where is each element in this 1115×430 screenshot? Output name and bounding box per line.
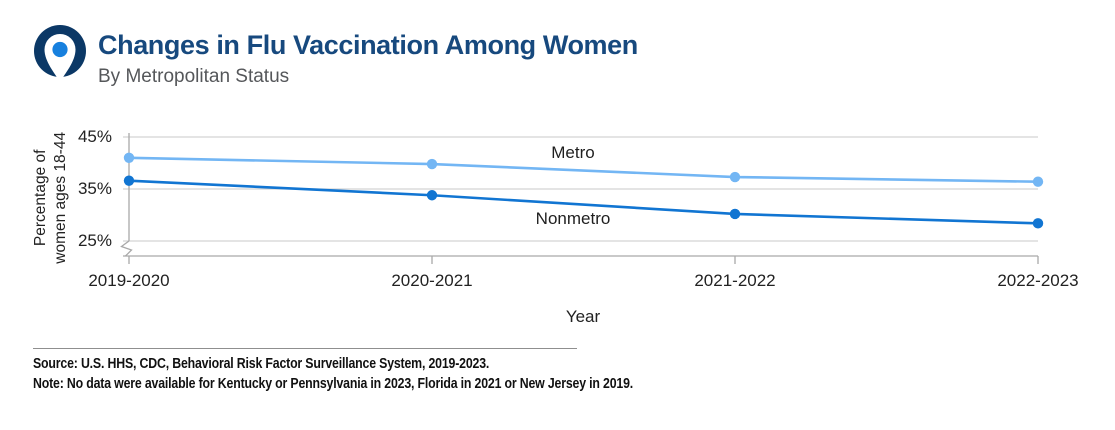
metro-point-2020-2021 bbox=[426, 158, 438, 170]
nonmetro-line bbox=[127, 179, 1040, 225]
data-series bbox=[123, 152, 1044, 229]
location-pin-icon bbox=[34, 25, 86, 82]
y-axis-title-line1: Percentage of bbox=[32, 149, 50, 247]
metro-point-2019-2020 bbox=[123, 152, 135, 163]
x-axis-title: Year bbox=[565, 307, 601, 326]
y-tick-35: 35% bbox=[77, 179, 112, 198]
nonmetro-point-2021-2022 bbox=[729, 208, 741, 220]
x-tick-2020-2021: 2020-2021 bbox=[391, 271, 473, 290]
nonmetro-point-2022-2023 bbox=[1032, 218, 1044, 229]
series-label-nonmetro: Nonmetro bbox=[535, 209, 611, 228]
y-axis-title: Percentage of women ages 18-44 bbox=[31, 128, 71, 268]
source-text: Source: U.S. HHS, CDC, Behavioral Risk F… bbox=[33, 356, 490, 372]
page-title: Changes in Flu Vaccination Among Women bbox=[98, 30, 638, 60]
axes bbox=[120, 133, 1039, 264]
y-tick-45: 45% bbox=[77, 127, 112, 146]
note-text: Note: No data were available for Kentuck… bbox=[33, 376, 634, 392]
footer-divider bbox=[33, 348, 577, 349]
nonmetro-point-2019-2020 bbox=[123, 175, 135, 186]
metro-point-2022-2023 bbox=[1032, 176, 1044, 187]
series-label-metro: Metro bbox=[551, 143, 595, 162]
y-tick-25: 25% bbox=[77, 231, 112, 250]
y-axis-break bbox=[120, 240, 133, 257]
nonmetro-point-2020-2021 bbox=[426, 190, 438, 201]
page-subtitle: By Metropolitan Status bbox=[98, 66, 290, 87]
x-tick-2019-2020: 2019-2020 bbox=[88, 271, 170, 290]
metro-line bbox=[127, 156, 1040, 184]
metro-point-2021-2022 bbox=[729, 171, 741, 183]
x-tick-2021-2022: 2021-2022 bbox=[694, 271, 776, 290]
x-tick-2022-2023: 2022-2023 bbox=[997, 271, 1079, 290]
y-axis-title-line2: women ages 18-44 bbox=[52, 131, 69, 264]
